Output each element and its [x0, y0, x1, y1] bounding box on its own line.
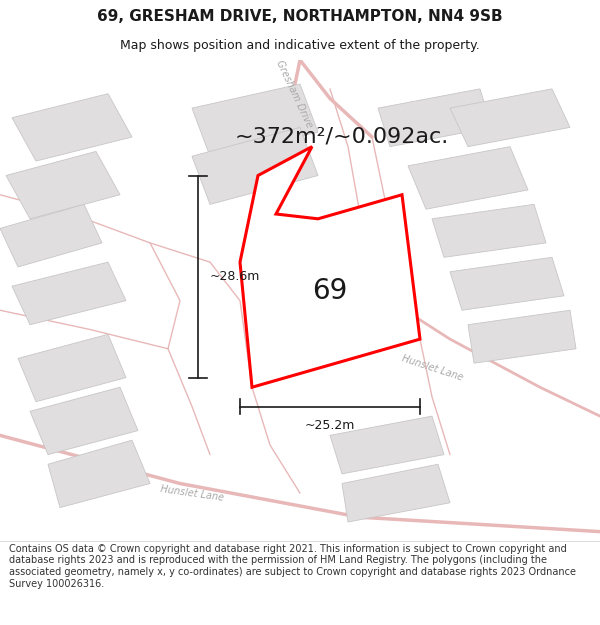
Polygon shape [468, 310, 576, 363]
Polygon shape [330, 416, 444, 474]
Text: Contains OS data © Crown copyright and database right 2021. This information is : Contains OS data © Crown copyright and d… [9, 544, 576, 589]
Polygon shape [0, 204, 102, 267]
Text: Gresham Drive: Gresham Drive [274, 58, 314, 129]
Polygon shape [192, 127, 318, 204]
Polygon shape [450, 89, 570, 147]
Polygon shape [432, 204, 546, 258]
Polygon shape [30, 388, 138, 454]
Text: ~372m²/~0.092ac.: ~372m²/~0.092ac. [235, 127, 449, 147]
Text: Map shows position and indicative extent of the property.: Map shows position and indicative extent… [120, 39, 480, 51]
Text: ~28.6m: ~28.6m [210, 270, 260, 283]
Polygon shape [408, 147, 528, 209]
Text: ~25.2m: ~25.2m [305, 419, 355, 431]
Polygon shape [6, 151, 120, 219]
Text: 69: 69 [313, 277, 347, 305]
Polygon shape [18, 334, 126, 402]
Polygon shape [240, 147, 420, 388]
Text: 69, GRESHAM DRIVE, NORTHAMPTON, NN4 9SB: 69, GRESHAM DRIVE, NORTHAMPTON, NN4 9SB [97, 9, 503, 24]
Polygon shape [342, 464, 450, 522]
Polygon shape [48, 440, 150, 508]
Polygon shape [378, 89, 492, 147]
Polygon shape [192, 84, 318, 156]
Polygon shape [450, 258, 564, 310]
Polygon shape [12, 94, 132, 161]
Text: Hunslet Lane: Hunslet Lane [160, 484, 224, 502]
Polygon shape [12, 262, 126, 325]
Text: Hunslet Lane: Hunslet Lane [400, 353, 464, 382]
